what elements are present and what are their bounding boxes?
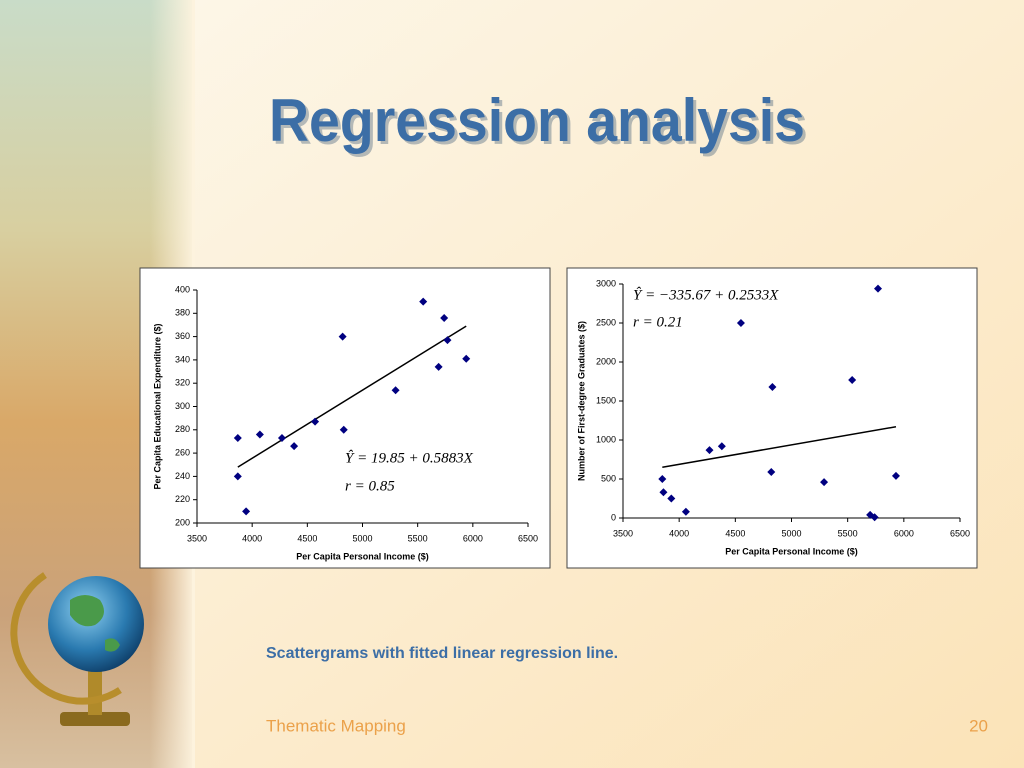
annotation: Ŷ = −335.67 + 0.2533X [633,286,779,303]
fit-line [237,325,467,468]
caption: Scattergrams with fitted linear regressi… [266,645,618,662]
point [434,362,443,371]
point [338,332,347,341]
point [705,446,714,455]
x-tick-label: 5500 [838,528,858,538]
annotation: r = 0.85 [345,478,395,494]
point [848,375,857,384]
x-tick-label: 4500 [725,528,745,538]
page-number: 20 [969,716,988,735]
point [233,472,242,481]
x-axis-label: Per Capita Personal Income ($) [725,546,858,556]
annotation: Ŷ = 19.85 + 0.5883X [345,449,474,466]
point [870,513,879,522]
footer-text: Thematic Mapping [266,716,406,735]
y-tick-label: 1500 [596,395,616,405]
y-tick-label: 300 [175,401,190,411]
y-tick-label: 280 [175,424,190,434]
y-tick-label: 1000 [596,434,616,444]
x-tick-label: 3500 [187,533,207,543]
y-axis-label: Number of First-degree Graduates ($) [576,321,586,481]
x-tick-label: 6000 [463,533,483,543]
point [290,442,299,451]
y-tick-label: 320 [175,378,190,388]
x-axis-label: Per Capita Personal Income ($) [296,551,429,561]
point [768,382,777,391]
annotation: r = 0.21 [633,314,683,330]
y-tick-label: 240 [175,471,190,481]
chart-frame [566,267,978,569]
point [277,433,286,442]
y-tick-label: 2000 [596,356,616,366]
point [443,336,452,345]
y-tick-label: 3000 [596,278,616,288]
point [820,478,829,487]
y-tick-label: 220 [175,494,190,504]
y-tick-label: 360 [175,331,190,341]
point [242,507,251,516]
point [681,507,690,516]
x-tick-label: 5500 [408,533,428,543]
x-tick-label: 6500 [518,533,538,543]
point [717,442,726,451]
point [391,386,400,395]
point [440,313,449,322]
point [339,425,348,434]
y-tick-label: 380 [175,308,190,318]
y-tick-label: 0 [611,512,616,522]
y-tick-label: 260 [175,447,190,457]
point [659,488,668,497]
x-tick-label: 5000 [781,528,801,538]
x-tick-label: 4000 [242,533,262,543]
x-tick-label: 4000 [669,528,689,538]
y-tick-label: 400 [175,284,190,294]
point [255,430,264,439]
y-tick-label: 2500 [596,317,616,327]
x-tick-label: 6500 [950,528,970,538]
point [667,494,676,503]
point [891,471,900,480]
x-tick-label: 5000 [352,533,372,543]
y-tick-label: 500 [601,473,616,483]
y-axis-label: Per Capita Educational Expenditure ($) [152,323,162,489]
globe-icon [10,572,144,726]
x-tick-label: 6000 [894,528,914,538]
chart-frame [139,267,551,569]
point [658,475,667,483]
point [462,354,471,363]
point [736,319,745,327]
fit-line [662,426,897,469]
title-shadow: Regression analysis [272,90,808,157]
slide-title: Regression analysis [269,87,805,154]
point [419,297,428,306]
y-tick-label: 200 [175,517,190,527]
point [873,284,882,293]
point [767,467,776,476]
point [311,417,320,426]
x-tick-label: 4500 [297,533,317,543]
point [233,433,242,442]
y-tick-label: 340 [175,354,190,364]
x-tick-label: 3500 [613,528,633,538]
